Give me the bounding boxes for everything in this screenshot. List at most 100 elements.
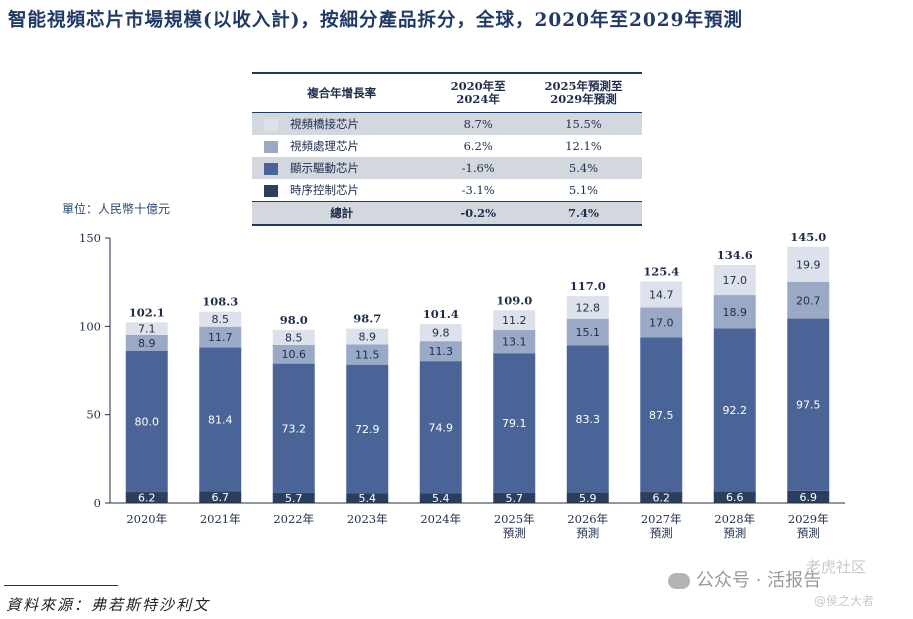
cagr-header-2020-2024: 2020年至2024年: [431, 72, 525, 113]
data-label: 20.7: [796, 294, 821, 307]
x-tick-label: 2021年: [200, 512, 241, 526]
bar-segment: [566, 296, 609, 319]
data-label: 5.7: [285, 492, 303, 505]
y-tick-label: 100: [79, 319, 101, 333]
bar-segment: [713, 328, 756, 492]
x-tick-label: 2026年: [567, 512, 608, 526]
y-tick-label: 0: [94, 496, 101, 510]
bar-segment: [419, 323, 462, 342]
total-label: 134.6: [717, 248, 753, 262]
cagr-row-total: 總計 -0.2% 7.4%: [252, 201, 642, 226]
legend-swatch-display-driver: [264, 163, 278, 175]
total-label: 125.4: [643, 264, 679, 278]
data-label: 92.2: [723, 404, 748, 417]
total-label: 117.0: [570, 279, 606, 293]
source-note: 資料來源：弗若斯特沙利文: [6, 596, 211, 614]
data-label: 15.1: [576, 326, 601, 339]
cagr-total-label: 總計: [252, 201, 432, 226]
cagr-header-2025-2029: 2025年預測至 2029年預測: [524, 72, 642, 113]
cagr-value: 5.1%: [568, 183, 599, 197]
cagr-header-row: 複合年增長率 2020年至2024年 2025年預測至 2029年預測: [252, 72, 642, 113]
data-label: 5.9: [579, 492, 597, 505]
watermark-author: @侯之大者: [814, 594, 875, 608]
cagr-row-processing: 視頻處理芯片 6.2% 12.1%: [252, 135, 642, 157]
data-label: 5.4: [359, 492, 377, 505]
data-label: 8.9: [138, 337, 156, 350]
data-label: 87.5: [649, 409, 674, 422]
bar-segment: [419, 341, 462, 362]
y-tick-label: 150: [79, 231, 101, 245]
data-label: 8.5: [212, 313, 230, 326]
data-label: 17.0: [649, 316, 674, 329]
data-label: 80.0: [135, 415, 160, 428]
bar-segment: [640, 492, 683, 503]
data-label: 14.7: [649, 288, 674, 301]
cagr-row-timing: 時序控制芯片 -3.1% 5.1%: [252, 179, 642, 202]
data-label: 74.9: [429, 421, 454, 434]
bar-segment: [199, 491, 242, 503]
bar-segment: [419, 493, 462, 503]
data-label: 11.7: [208, 331, 233, 344]
data-label: 6.2: [653, 492, 671, 505]
data-label: 72.9: [355, 423, 380, 436]
bar-segment: [787, 246, 830, 282]
data-label: 83.3: [576, 413, 601, 426]
data-label: 17.0: [723, 274, 748, 287]
data-label: 11.5: [355, 349, 380, 362]
data-label: 10.6: [282, 348, 307, 361]
bar-segment: [713, 265, 756, 296]
data-label: 8.9: [359, 330, 377, 343]
data-label: 6.7: [212, 491, 230, 504]
bar-segment: [493, 492, 536, 503]
legend-swatch-timing: [264, 185, 278, 197]
cagr-value: -1.6%: [431, 157, 525, 179]
x-tick-label: 預測: [723, 526, 746, 540]
x-tick-label: 2025年: [494, 512, 535, 526]
bar-segment: [125, 492, 168, 503]
cagr-row-label: 視頻處理芯片: [290, 139, 359, 153]
bar-segment: [493, 353, 536, 493]
x-tick-label: 預測: [576, 526, 599, 540]
data-label: 73.2: [282, 422, 307, 435]
bar-segment: [713, 295, 756, 329]
bar-segment: [199, 326, 242, 348]
cagr-value: 5.4%: [524, 157, 642, 179]
bar-segment: [566, 345, 609, 493]
legend-swatch-bridge: [264, 119, 278, 131]
x-tick-label: 預測: [503, 526, 526, 540]
cagr-row-bridge: 視頻橋接芯片 8.7% 15.5%: [252, 112, 642, 135]
bar-segment: [493, 330, 536, 354]
watermark-channel-text: 公众号 · 活报告: [696, 570, 822, 591]
bar-segment: [566, 492, 609, 503]
cagr-row-label: 視頻橋接芯片: [290, 117, 359, 131]
total-label: 98.0: [280, 313, 308, 327]
cagr-value: 6.2%: [463, 139, 493, 153]
cagr-value: 8.7%: [431, 112, 525, 135]
legend-swatch-processing: [264, 141, 278, 153]
data-label: 12.8: [576, 301, 601, 314]
cagr-total-value: 7.4%: [524, 201, 642, 226]
bar-segment: [272, 363, 315, 493]
total-label: 101.4: [423, 307, 459, 321]
x-tick-label: 2023年: [347, 512, 388, 526]
chart-title: 智能視頻芯片市場規模(以收入計)，按細分產品拆分，全球，2020年至2029年預…: [8, 10, 743, 31]
data-label: 18.9: [723, 306, 748, 319]
bar-segment: [125, 322, 168, 335]
cagr-row-label: 時序控制芯片: [290, 183, 359, 197]
x-tick-label: 2022年: [273, 512, 314, 526]
bar-segment: [640, 307, 683, 338]
x-tick-label: 預測: [797, 526, 820, 540]
watermark-community: 老虎社区: [806, 558, 867, 576]
cagr-value: 15.5%: [524, 112, 642, 135]
data-label: 79.1: [502, 417, 527, 430]
bar-segment: [346, 328, 389, 345]
bar-segment: [125, 334, 168, 351]
data-label: 5.4: [432, 492, 450, 505]
bar-segment: [199, 311, 242, 327]
bar-segment: [125, 350, 168, 493]
x-tick-label: 2029年: [788, 512, 829, 526]
unit-label: 單位：人民幣十億元: [62, 202, 171, 216]
data-label: 13.1: [502, 336, 527, 349]
total-label: 145.0: [790, 230, 826, 244]
